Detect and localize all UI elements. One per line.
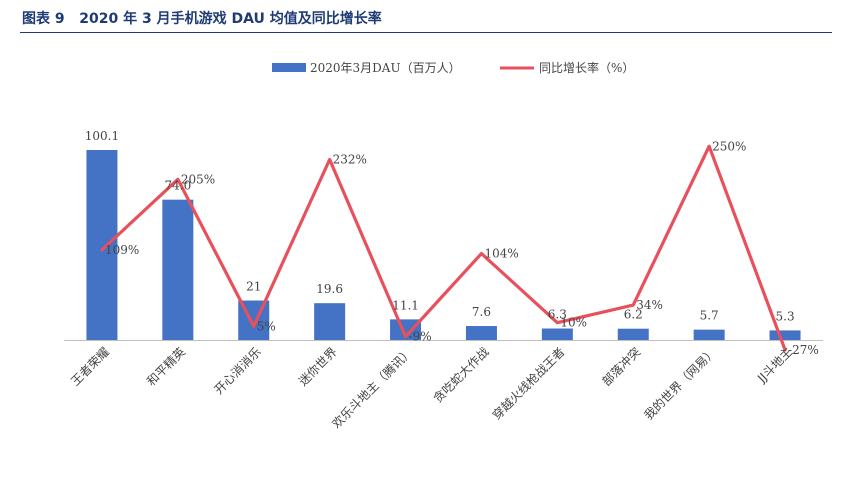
line-value-label: -27% [788, 343, 819, 357]
bar-value-label: 74.0 [164, 179, 191, 193]
line-series [100, 144, 787, 352]
bar-value-label: 21 [246, 280, 261, 294]
x-tick-label: 开心消消乐 [212, 345, 264, 397]
bar [541, 328, 573, 341]
bar [617, 328, 649, 341]
line-value-label: 104% [484, 247, 518, 261]
figure-label: 图表 9 [22, 11, 65, 27]
bar [390, 319, 422, 341]
x-tick-label: 穿越火线枪战王者 [489, 344, 567, 422]
legend-bar-swatch [272, 63, 306, 72]
x-tick-label: 和平精英 [144, 345, 188, 389]
line-value-label: 205% [181, 172, 215, 186]
legend-line-label: 同比增长率（%） [539, 60, 634, 75]
bar [693, 329, 725, 341]
x-tick-label: 王者荣耀 [68, 345, 112, 389]
x-tick-label: 贪吃蛇大作战 [430, 344, 492, 406]
bar [465, 326, 497, 341]
line-value-label: 232% [333, 152, 367, 166]
chart-legend: 2020年3月DAU（百万人） 同比增长率（%） [272, 60, 634, 75]
bar-series [86, 150, 801, 341]
bar-value-label: 5.7 [700, 309, 719, 323]
line-value-label: 10% [560, 316, 587, 330]
legend-bar-label: 2020年3月DAU（百万人） [310, 61, 461, 75]
line-value-label: 34% [636, 298, 663, 312]
line-data-labels: 109% 205% 5% 232% -9% 104% 10% 34% 250% -27% [105, 139, 819, 357]
bar [314, 303, 346, 341]
bar [86, 150, 118, 341]
x-tick-label: 我的世界（网易） [641, 344, 719, 422]
x-tick-label: JJ斗地主 [754, 345, 795, 386]
x-tick-label: 部落冲突 [599, 344, 644, 389]
bar-value-label: 5.3 [776, 309, 795, 323]
bar-value-label: 19.6 [316, 282, 343, 296]
line-value-label: -9% [409, 330, 432, 344]
line-value-label: 250% [712, 139, 746, 153]
title-divider [20, 32, 832, 33]
line-value-label: 5% [257, 319, 276, 333]
bar [162, 199, 194, 341]
bar-value-label: 7.6 [472, 305, 491, 319]
bar-value-label: 6.3 [548, 308, 567, 322]
bar-value-label: 6.2 [624, 308, 643, 322]
bar [769, 330, 801, 341]
figure-title: 图表 9 2020 年 3 月手机游戏 DAU 均值及同比增长率 [22, 8, 382, 28]
figure-title-text: 2020 年 3 月手机游戏 DAU 均值及同比增长率 [79, 11, 382, 27]
line-value-label: 109% [105, 243, 139, 257]
bar-data-labels: 100.1 74.0 21 19.6 11.1 7.6 6.3 6.2 5.7 5.3 [85, 129, 795, 323]
bar-value-label: 11.1 [392, 298, 419, 312]
growth-rate-line [100, 144, 787, 352]
bar-value-label: 100.1 [85, 129, 119, 143]
x-tick-label: 迷你世界 [296, 345, 340, 389]
x-tick-label: 欢乐斗地主（腾讯） [329, 344, 416, 431]
